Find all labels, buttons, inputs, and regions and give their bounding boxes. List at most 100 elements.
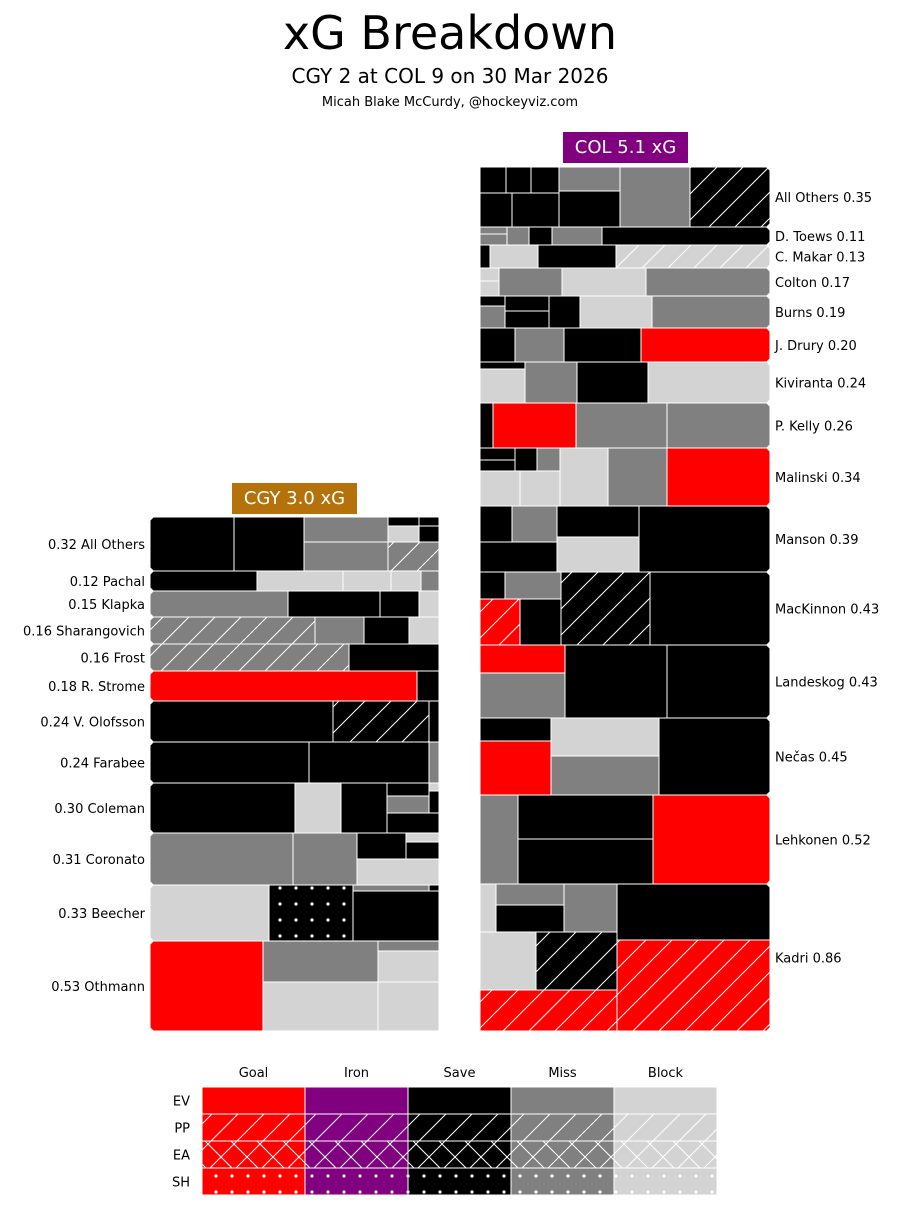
- player-label: 0.12 Pachal: [70, 575, 145, 590]
- legend-swatch: [201, 1167, 306, 1196]
- row-notch: [766, 245, 770, 268]
- player-row: [479, 505, 771, 573]
- player-row: [479, 794, 771, 885]
- xg-block: [498, 267, 563, 297]
- xg-block: [479, 931, 537, 991]
- legend-swatch: [613, 1113, 718, 1142]
- legend-swatch: [304, 1167, 409, 1196]
- player-label: 0.15 Klapka: [68, 598, 145, 613]
- xg-block: [479, 541, 558, 573]
- chart-subtitle: CGY 2 at COL 9 on 30 Mar 2026: [292, 64, 609, 88]
- legend-swatch: [407, 1113, 512, 1142]
- legend-row-label: PP: [174, 1122, 190, 1137]
- legend-swatch: [510, 1113, 615, 1142]
- xg-block: [479, 305, 506, 329]
- xg-block: [149, 643, 350, 672]
- cgy-badge-label: CGY 3.0 xG: [244, 488, 345, 509]
- xg-block: [314, 616, 365, 645]
- xg-block: [556, 505, 640, 538]
- legend-swatch: [613, 1140, 718, 1169]
- xg-block: [517, 794, 654, 840]
- xg-block: [363, 616, 410, 645]
- row-notch: [150, 591, 154, 617]
- xg-block: [528, 226, 553, 246]
- player-label: All Others 0.35: [775, 191, 872, 206]
- xg-block: [616, 883, 771, 941]
- xg-block: [638, 505, 771, 573]
- player-label: 0.30 Coleman: [54, 802, 145, 817]
- xg-block: [495, 904, 565, 933]
- xg-block: [489, 244, 539, 269]
- player-label: Lehkonen 0.52: [775, 834, 871, 849]
- xg-block: [575, 402, 668, 449]
- xg-block: [332, 700, 430, 743]
- xg-block: [428, 700, 440, 743]
- legend-swatch: [407, 1140, 512, 1169]
- player-row: [479, 166, 771, 228]
- xg-block: [262, 981, 379, 1032]
- xg-block: [479, 989, 618, 1032]
- xg-block: [420, 570, 440, 592]
- legend-row-label: SH: [172, 1176, 190, 1191]
- legend-column-label: Save: [444, 1066, 476, 1081]
- xg-block: [495, 883, 565, 906]
- player-row: [149, 616, 440, 645]
- player-row: [479, 295, 771, 329]
- xg-block: [149, 940, 264, 1032]
- xg-block: [479, 717, 552, 742]
- xg-block: [149, 782, 296, 834]
- player-row: [149, 590, 440, 618]
- xg-block: [149, 832, 294, 886]
- xg-block: [479, 226, 508, 235]
- player-row: [479, 361, 771, 404]
- player-label: 0.53 Othmann: [51, 980, 145, 995]
- player-label: 0.16 Sharangovich: [23, 625, 145, 640]
- xg-block: [149, 670, 418, 702]
- xg-block: [504, 310, 550, 329]
- xg-block: [149, 616, 316, 645]
- xg-block: [479, 883, 497, 933]
- xg-block: [303, 516, 389, 543]
- xg-block: [506, 226, 530, 246]
- xg-block: [579, 295, 653, 329]
- player-row: [479, 571, 771, 646]
- xg-block: [651, 295, 771, 329]
- xg-block: [428, 741, 440, 784]
- legend-swatch: [304, 1086, 409, 1115]
- player-row: [479, 717, 771, 796]
- row-notch: [766, 296, 770, 328]
- xg-block: [564, 644, 668, 719]
- xg-block: [342, 570, 392, 592]
- row-notch: [766, 328, 770, 362]
- xg-block: [479, 267, 500, 282]
- xg-block: [560, 571, 651, 646]
- xg-block: [563, 327, 642, 363]
- xg-block: [561, 267, 647, 297]
- xg-block: [689, 166, 771, 228]
- legend-swatch: [613, 1167, 718, 1196]
- xg-block: [418, 525, 440, 543]
- xg-block: [479, 505, 513, 543]
- legend-swatch: [201, 1086, 306, 1115]
- legend-swatch: [407, 1086, 512, 1115]
- xg-block: [504, 295, 550, 312]
- xg-block: [479, 166, 507, 194]
- legend-swatch: [201, 1140, 306, 1169]
- xg-block: [519, 598, 562, 646]
- chart-byline: Micah Blake McCurdy, @hockeyviz.com: [322, 95, 578, 110]
- row-notch: [150, 617, 154, 644]
- xg-block: [517, 838, 654, 885]
- xg-block: [551, 226, 603, 246]
- player-label: MacKinnon 0.43: [775, 603, 879, 618]
- xg-block: [149, 741, 310, 784]
- player-label: Nečas 0.45: [775, 751, 848, 766]
- cgy-badge: [232, 483, 357, 514]
- xg-block: [479, 295, 506, 307]
- player-row: [149, 741, 440, 784]
- player-row: [479, 883, 771, 1032]
- xg-block: [607, 447, 668, 507]
- xg-block: [262, 940, 379, 983]
- xg-block: [287, 590, 381, 618]
- legend-swatch: [613, 1086, 718, 1115]
- xg-block: [479, 402, 494, 449]
